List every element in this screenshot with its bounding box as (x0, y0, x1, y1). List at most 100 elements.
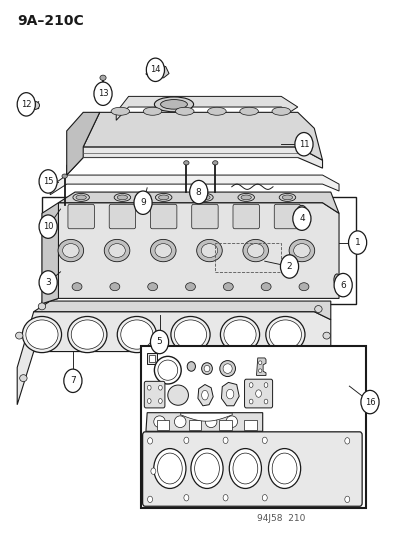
Ellipse shape (201, 363, 212, 374)
Circle shape (360, 390, 378, 414)
Ellipse shape (158, 399, 162, 403)
Ellipse shape (207, 107, 225, 115)
Ellipse shape (226, 389, 233, 399)
Ellipse shape (196, 193, 213, 201)
Ellipse shape (143, 107, 161, 115)
Bar (149, 355, 154, 362)
Polygon shape (83, 112, 322, 160)
Ellipse shape (26, 320, 58, 349)
Polygon shape (42, 203, 58, 304)
Ellipse shape (100, 75, 106, 80)
Text: 11: 11 (298, 140, 309, 149)
Ellipse shape (237, 193, 254, 201)
Ellipse shape (225, 416, 237, 427)
Ellipse shape (73, 193, 89, 201)
Text: 3: 3 (45, 278, 51, 287)
Ellipse shape (268, 320, 301, 349)
Circle shape (280, 255, 298, 278)
Circle shape (146, 58, 164, 82)
Circle shape (134, 191, 152, 214)
Circle shape (150, 330, 168, 354)
Ellipse shape (153, 416, 165, 427)
Polygon shape (17, 312, 330, 405)
Polygon shape (42, 203, 338, 304)
Ellipse shape (147, 399, 151, 403)
Ellipse shape (185, 282, 195, 290)
Ellipse shape (242, 239, 268, 262)
Circle shape (189, 180, 207, 204)
Ellipse shape (220, 317, 259, 353)
Text: 94J58  210: 94J58 210 (256, 514, 304, 523)
Ellipse shape (201, 244, 217, 257)
Ellipse shape (247, 244, 263, 257)
Ellipse shape (147, 282, 157, 290)
Polygon shape (58, 192, 338, 213)
Polygon shape (66, 112, 100, 175)
FancyBboxPatch shape (233, 204, 259, 229)
Ellipse shape (190, 449, 223, 488)
Ellipse shape (20, 375, 27, 382)
Ellipse shape (268, 449, 300, 488)
Text: 5: 5 (156, 337, 162, 346)
Ellipse shape (201, 390, 208, 400)
Bar (147, 353, 157, 365)
Ellipse shape (271, 107, 290, 115)
Text: 7: 7 (70, 376, 76, 385)
Circle shape (39, 169, 57, 193)
Text: 14: 14 (150, 66, 160, 74)
Polygon shape (145, 413, 262, 431)
Ellipse shape (333, 274, 339, 286)
Ellipse shape (174, 416, 185, 427)
FancyBboxPatch shape (273, 204, 300, 229)
Ellipse shape (204, 366, 209, 372)
Ellipse shape (154, 97, 193, 112)
Bar (188, 420, 201, 430)
Ellipse shape (223, 495, 228, 501)
Ellipse shape (150, 71, 155, 77)
Ellipse shape (183, 495, 188, 501)
Ellipse shape (154, 244, 171, 257)
Circle shape (39, 215, 57, 238)
Ellipse shape (174, 320, 206, 349)
Ellipse shape (262, 437, 267, 443)
Ellipse shape (293, 244, 309, 257)
Ellipse shape (76, 195, 86, 200)
Text: 12: 12 (21, 100, 31, 109)
Polygon shape (256, 358, 266, 375)
Ellipse shape (109, 282, 119, 290)
Text: 1: 1 (354, 238, 360, 247)
Ellipse shape (249, 383, 252, 387)
Ellipse shape (167, 385, 188, 405)
Circle shape (294, 133, 312, 156)
Ellipse shape (223, 364, 232, 373)
Ellipse shape (155, 193, 171, 201)
Ellipse shape (71, 320, 103, 349)
Ellipse shape (233, 453, 257, 484)
Polygon shape (145, 64, 169, 78)
Ellipse shape (344, 438, 349, 444)
Bar (156, 420, 169, 430)
Circle shape (348, 231, 366, 254)
Ellipse shape (265, 317, 304, 353)
FancyBboxPatch shape (109, 204, 135, 229)
Ellipse shape (223, 282, 233, 290)
Ellipse shape (199, 195, 209, 200)
Ellipse shape (288, 239, 314, 262)
Bar (244, 420, 256, 430)
Ellipse shape (314, 305, 321, 312)
Ellipse shape (109, 244, 125, 257)
Ellipse shape (68, 317, 107, 353)
Ellipse shape (298, 282, 308, 290)
Text: 13: 13 (97, 89, 108, 98)
Ellipse shape (160, 100, 187, 109)
Ellipse shape (223, 320, 256, 349)
Text: 10: 10 (43, 222, 53, 231)
Ellipse shape (261, 282, 271, 290)
Ellipse shape (175, 107, 194, 115)
FancyBboxPatch shape (68, 204, 94, 229)
Text: 6: 6 (339, 280, 345, 289)
FancyBboxPatch shape (142, 432, 361, 506)
Ellipse shape (183, 161, 189, 165)
Ellipse shape (212, 161, 217, 165)
Text: 9A–210C: 9A–210C (17, 14, 84, 28)
